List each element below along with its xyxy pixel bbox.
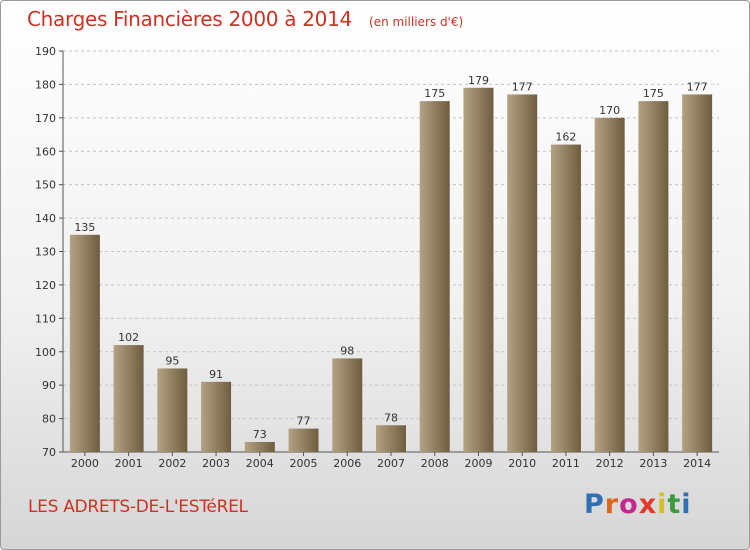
bar (419, 101, 450, 452)
y-tick-label: 110 (35, 312, 56, 325)
y-tick-label: 90 (42, 379, 56, 392)
bar (244, 441, 275, 452)
chart-title: Charges Financières 2000 à 2014 (27, 7, 352, 31)
y-tick-label: 80 (42, 413, 56, 426)
y-tick-label: 170 (35, 112, 56, 125)
bar-value-label: 78 (384, 411, 398, 424)
bar-value-label: 98 (340, 344, 354, 357)
bar-value-label: 102 (118, 331, 139, 344)
x-tick-label: 2013 (639, 457, 667, 470)
bar-value-label: 95 (165, 354, 179, 367)
logo-letter: i (657, 489, 668, 520)
x-tick-label: 2011 (552, 457, 580, 470)
logo-letter: r (604, 489, 620, 520)
bar-value-label: 179 (468, 74, 489, 87)
bar-value-label: 177 (512, 80, 533, 93)
bar-value-label: 77 (297, 415, 311, 428)
chart-title-block: Charges Financières 2000 à 2014 (en mill… (27, 7, 463, 31)
chart-unit: (en milliers d'€) (369, 15, 464, 29)
bar (332, 358, 363, 452)
x-tick-label: 2008 (421, 457, 449, 470)
proxiti-logo: Proxiti (584, 489, 692, 520)
x-tick-label: 2004 (246, 457, 274, 470)
bar (157, 368, 188, 452)
logo-letter: P (584, 489, 605, 520)
bar (594, 117, 625, 452)
x-tick-label: 2009 (464, 457, 492, 470)
bar (288, 428, 319, 452)
y-tick-label: 150 (35, 179, 56, 192)
y-tick-label: 100 (35, 346, 56, 359)
bar-value-label: 177 (687, 80, 708, 93)
bar-value-label: 175 (424, 87, 445, 100)
x-tick-label: 2012 (596, 457, 624, 470)
y-tick-label: 120 (35, 279, 56, 292)
bar-value-label: 91 (209, 368, 223, 381)
logo-letter: i (681, 489, 692, 520)
x-tick-label: 2010 (508, 457, 536, 470)
y-tick-label: 190 (35, 45, 56, 58)
bar (638, 101, 669, 452)
bar (69, 234, 100, 452)
bar-value-label: 170 (599, 104, 620, 117)
y-tick-label: 70 (42, 446, 56, 459)
x-tick-label: 2000 (71, 457, 99, 470)
bar (682, 94, 713, 453)
bar-value-label: 135 (74, 221, 95, 234)
bar (507, 94, 538, 453)
logo-letter: x (638, 489, 658, 520)
x-tick-label: 2005 (290, 457, 318, 470)
y-tick-label: 180 (35, 78, 56, 91)
y-tick-label: 130 (35, 246, 56, 259)
x-tick-label: 2007 (377, 457, 405, 470)
logo-letter: o (619, 489, 639, 520)
x-tick-label: 2002 (158, 457, 186, 470)
y-tick-label: 160 (35, 145, 56, 158)
y-tick-label: 140 (35, 212, 56, 225)
x-tick-label: 2001 (115, 457, 143, 470)
bar (550, 144, 581, 453)
x-tick-label: 2014 (683, 457, 711, 470)
bar-value-label: 162 (555, 131, 576, 144)
bar-value-label: 73 (253, 428, 267, 441)
bar (463, 87, 494, 452)
x-tick-label: 2003 (202, 457, 230, 470)
bar (376, 425, 406, 452)
bar (201, 381, 232, 452)
logo-letter: t (667, 489, 682, 520)
commune-name: LES ADRETS-DE-L'ESTéREL (28, 497, 248, 517)
bar-value-label: 175 (643, 87, 664, 100)
bar (113, 345, 144, 452)
x-tick-label: 2006 (333, 457, 361, 470)
